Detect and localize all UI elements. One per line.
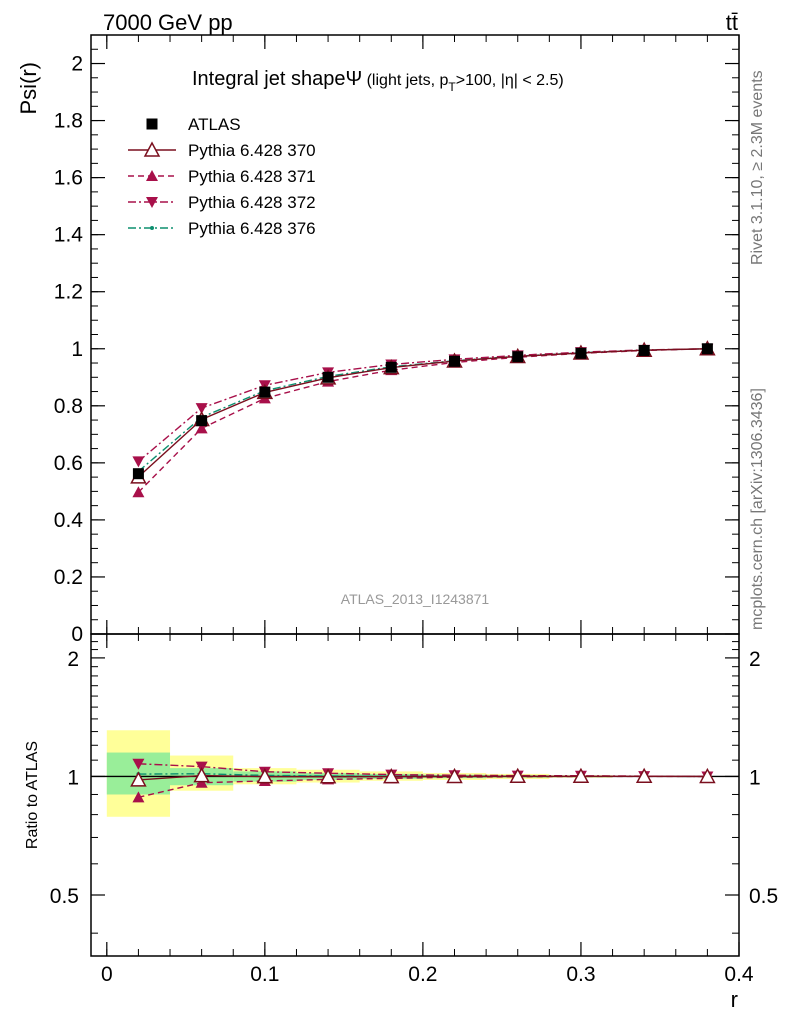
- main-point-s0-1: [196, 415, 208, 427]
- main-title-symbol: Ψ: [345, 68, 362, 90]
- main-title-detail-pre: (light jets, p: [362, 72, 448, 89]
- process-label: tt̄: [726, 10, 738, 35]
- legend-label-4: Pythia 6.428 376: [188, 219, 316, 238]
- main-y-tick-label: 0.2: [54, 566, 83, 589]
- ratio-point-s0-0: [130, 771, 147, 787]
- main-point-s0-8: [638, 344, 650, 356]
- main-point-s0-3: [322, 371, 334, 383]
- main-y-tick-label: 1: [71, 338, 83, 361]
- analysis-watermark: ATLAS_2013_I1243871: [341, 591, 490, 607]
- x-tick-label: 0.2: [408, 963, 437, 986]
- main-y-tick-label: 2: [71, 53, 83, 76]
- main-title: Integral jet shapeΨ (light jets, pT>100,…: [192, 68, 564, 94]
- legend-marker-1: [143, 141, 161, 157]
- x-tick-label: 0: [101, 963, 113, 986]
- ratio-point-s0-9: [699, 767, 716, 784]
- main-series-line-2: [137, 348, 708, 493]
- main-point-s0-6: [512, 351, 524, 363]
- main-point-s3-0: [132, 456, 145, 468]
- ratio-y-tick-label-right: 1: [749, 766, 761, 789]
- ratio-point-s1-0: [132, 791, 145, 803]
- ratio-y-axis-label: Ratio to ATLAS: [24, 741, 41, 849]
- ratio-series-line-2: [138, 763, 708, 778]
- ratio-point-s0-8: [635, 767, 653, 784]
- legend-marker-0: [146, 118, 158, 130]
- main-title-text: Integral jet shape: [192, 68, 345, 90]
- legend-label-3: Pythia 6.428 372: [188, 193, 316, 212]
- main-point-s3-1: [195, 403, 208, 415]
- main-point-s0-7: [575, 347, 587, 359]
- ratio-panel: 0.5 0.5 1 1 2 2 0 0.1 0.2 0.3 0.4 Ratio to ATLAS r: [24, 633, 778, 1012]
- main-y-tick-label: 0.4: [54, 509, 84, 532]
- main-title-detail-sub: T: [448, 80, 456, 94]
- legend-marker-2: [146, 170, 158, 181]
- main-y-tick-label: 1.6: [54, 167, 83, 190]
- main-series-line-1: [137, 348, 708, 478]
- ratio-point-s0-1: [193, 767, 210, 783]
- mcplots-label: mcplots.cern.ch [arXiv:1306.3436]: [749, 388, 766, 630]
- main-point-s0-0: [132, 468, 144, 480]
- ratio-point-s2-0: [132, 758, 145, 770]
- main-point-s0-2: [259, 386, 271, 398]
- legend-label-1: Pythia 6.428 370: [188, 141, 316, 160]
- main-y-tick-label: 0.8: [54, 395, 83, 418]
- main-y-tick-label: 1.4: [54, 224, 84, 247]
- ratio-point-s0-7: [572, 767, 590, 784]
- x-axis-label: r: [731, 987, 738, 1012]
- main-point-s2-1: [195, 422, 208, 434]
- ratio-y-tick-label: 2: [67, 648, 79, 671]
- main-point-s0-4: [385, 361, 397, 373]
- x-tick-label: 0.4: [724, 963, 754, 986]
- main-point-s0-9: [701, 343, 713, 355]
- legend-label-0: ATLAS: [188, 115, 241, 134]
- ratio-point-s0-3: [319, 768, 337, 784]
- main-title-detail-post: >100, |η| < 2.5): [456, 72, 564, 89]
- ratio-y-tick-label-right: 0.5: [749, 885, 778, 908]
- main-series-marks: [130, 340, 716, 498]
- ratio-point-s0-2: [256, 768, 274, 784]
- ratio-y-tick-label: 1: [67, 766, 79, 789]
- ratio-y-tick-label-right: 2: [749, 648, 761, 671]
- main-y-tick-label: 0.6: [54, 452, 83, 475]
- ratio-frame: [90, 633, 740, 957]
- rivet-version-label: Rivet 3.1.10, ≥ 2.3M events: [749, 70, 766, 265]
- ratio-y-tick-label: 0.5: [50, 885, 79, 908]
- main-panel: 0 0.2 0.4 0.6 0.8 1 1.2 1.4 1.6 1.8 2 Integral jet…: [16, 34, 740, 646]
- main-point-s0-5: [449, 355, 461, 367]
- main-y-tick-label: 0: [71, 623, 83, 646]
- legend-marker-3: [146, 197, 158, 208]
- legend-marker-4: [150, 226, 154, 230]
- ratio-series-marks: [130, 758, 716, 803]
- ratio-point-s0-6: [509, 767, 526, 784]
- ratio-axes: 0.5 0.5 1 1 2 2 0 0.1 0.2 0.3 0.4: [50, 633, 778, 986]
- ratio-point-s0-5: [446, 767, 463, 784]
- x-tick-label: 0.1: [250, 963, 279, 986]
- legend-label-2: Pythia 6.428 371: [188, 167, 316, 186]
- main-y-tick-label: 1.8: [54, 110, 83, 133]
- main-point-s2-0: [132, 486, 145, 498]
- ratio-series-line-0: [138, 774, 708, 781]
- energy-label: 7000 GeV pp: [103, 10, 233, 35]
- main-y-axis-label: Psi(r): [16, 62, 41, 115]
- legend: ATLAS Pythia 6.428 370 Pythia 6.428 371 Pyt…: [128, 115, 316, 238]
- main-y-tick-label: 1.2: [54, 281, 83, 304]
- x-tick-label: 0.3: [566, 963, 595, 986]
- ratio-point-s0-4: [383, 768, 400, 784]
